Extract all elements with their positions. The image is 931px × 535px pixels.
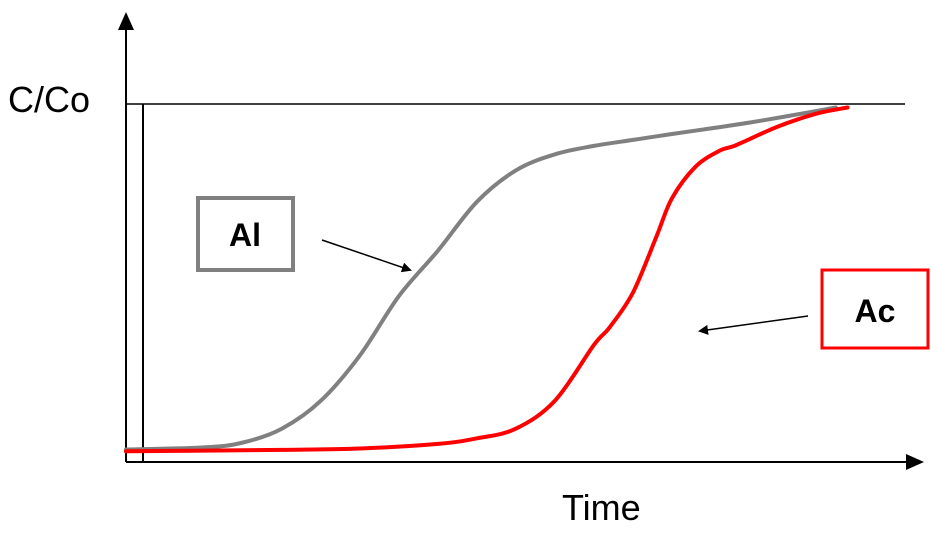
- series-line-al: [124, 105, 838, 452]
- x-axis-arrow-icon: [906, 454, 924, 470]
- annotation-box-ac: [820, 268, 930, 350]
- y-axis-arrow-icon: [118, 12, 134, 30]
- x-axis-label: Time: [562, 487, 641, 528]
- annotation-label-al: Al: [229, 217, 261, 253]
- series-layer: [124, 105, 850, 454]
- annotation-arrow-ac: [698, 315, 809, 335]
- series-line-ac: [124, 105, 850, 454]
- annotation-box-al: [196, 196, 295, 272]
- annotation-label-ac: Ac: [855, 293, 896, 329]
- annotation-arrow-al: [321, 239, 412, 273]
- y-axis-label: C/Co: [8, 79, 90, 120]
